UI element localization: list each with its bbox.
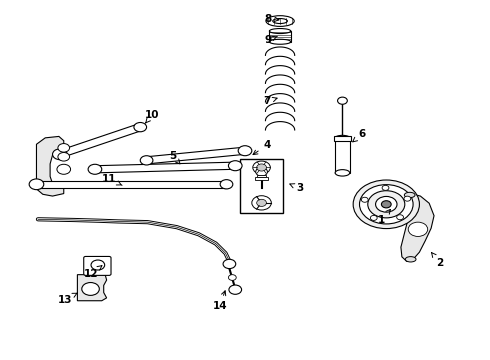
Polygon shape [36,181,226,188]
Circle shape [228,275,236,280]
Text: 4: 4 [253,140,270,154]
Circle shape [360,185,413,224]
Circle shape [82,283,99,296]
Bar [335,138,350,173]
Polygon shape [77,275,107,301]
FancyBboxPatch shape [84,256,111,275]
Circle shape [353,180,419,229]
Circle shape [252,196,271,210]
Circle shape [408,222,428,237]
Text: 14: 14 [212,291,227,311]
Circle shape [382,185,389,190]
Ellipse shape [335,135,350,140]
Circle shape [375,197,397,212]
Ellipse shape [273,18,288,23]
Circle shape [52,149,67,159]
Text: 12: 12 [84,266,102,279]
Circle shape [257,199,267,206]
Polygon shape [146,147,245,164]
Circle shape [257,164,267,171]
Circle shape [140,156,153,165]
Text: 13: 13 [57,293,77,305]
Polygon shape [401,194,434,261]
Circle shape [229,285,242,294]
Polygon shape [58,124,142,158]
Text: 1: 1 [378,210,391,225]
Circle shape [223,259,236,269]
Text: 7: 7 [263,96,277,107]
Text: 2: 2 [432,253,443,268]
Circle shape [361,197,368,202]
Circle shape [29,179,44,190]
Ellipse shape [404,192,415,198]
Bar [334,136,351,141]
Bar [257,175,267,177]
Text: 11: 11 [102,174,122,185]
Circle shape [238,146,252,156]
Text: 8: 8 [265,14,279,23]
Ellipse shape [270,39,291,44]
Circle shape [256,167,268,176]
Ellipse shape [405,257,416,262]
Bar [240,158,283,213]
Circle shape [370,215,377,220]
Circle shape [58,153,70,161]
Circle shape [220,180,233,189]
Circle shape [397,215,403,220]
Circle shape [57,164,71,174]
Text: 9: 9 [265,35,277,45]
Circle shape [404,196,411,201]
Circle shape [368,191,405,218]
Polygon shape [36,136,64,196]
Circle shape [134,122,147,132]
Ellipse shape [270,28,291,33]
Circle shape [338,97,347,104]
Text: 10: 10 [145,110,160,123]
Circle shape [91,260,105,270]
Circle shape [58,144,70,152]
Text: 5: 5 [169,151,180,164]
Text: 3: 3 [290,183,303,193]
Ellipse shape [266,16,294,26]
Circle shape [381,201,391,208]
Polygon shape [95,162,235,173]
Bar [255,177,268,180]
Circle shape [253,161,270,174]
Bar [270,31,291,42]
Ellipse shape [335,170,350,176]
Circle shape [88,164,102,174]
Text: 6: 6 [353,129,366,142]
Circle shape [228,161,242,171]
